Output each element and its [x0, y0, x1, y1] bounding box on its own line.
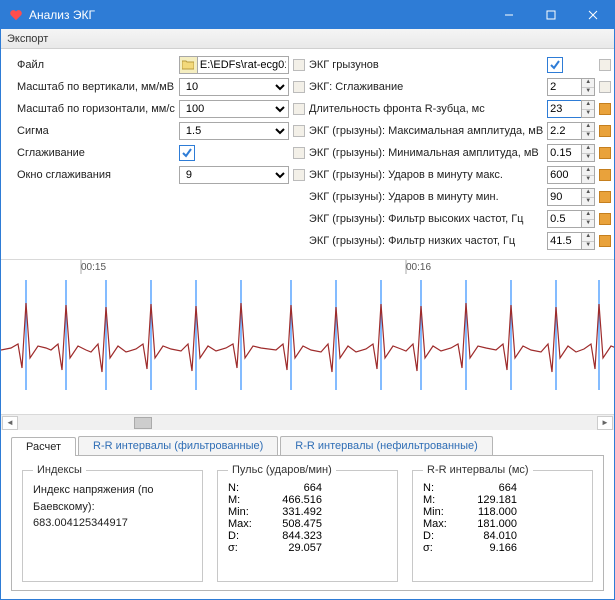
tab-rr-filtered[interactable]: R-R интервалы (фильтрованные): [78, 436, 278, 455]
rodent-checkbox[interactable]: [547, 57, 563, 73]
spinner-buttons[interactable]: ▲▼: [581, 144, 595, 162]
smooth2-label: ЭКГ: Сглаживание: [309, 81, 547, 93]
rr-title: R-R интервалы (мс): [423, 464, 533, 476]
bpmmin-input[interactable]: [547, 188, 581, 206]
bpmmax-label: ЭКГ (грызуны): Ударов в минуту макс.: [309, 169, 547, 181]
time-label-2: 00:16: [406, 262, 431, 273]
spinner-buttons[interactable]: ▲▼: [581, 166, 595, 184]
folder-icon[interactable]: [179, 56, 197, 74]
prop-marker[interactable]: [599, 169, 611, 181]
rodent-label: ЭКГ грызунов: [309, 59, 547, 71]
minimize-button[interactable]: [488, 1, 530, 29]
property-panel: Файл Масштаб по вертикали, мм/мВ 10 Масш…: [1, 49, 614, 259]
index-label: Индекс напряжения (по Баевскому):: [33, 482, 192, 515]
prop-marker[interactable]: [293, 169, 305, 181]
prop-marker[interactable]: [599, 81, 611, 93]
tab-rr-unfiltered[interactable]: R-R интервалы (нефильтрованные): [280, 436, 492, 455]
pulse-title: Пульс (ударов/мин): [228, 464, 336, 476]
prop-marker[interactable]: [293, 59, 305, 71]
ecg-trace: [1, 260, 614, 395]
index-title: Индексы: [33, 464, 86, 476]
lp-input[interactable]: [547, 232, 581, 250]
prop-marker[interactable]: [599, 235, 611, 247]
tab-bar: Расчет R-R интервалы (фильтрованные) R-R…: [1, 430, 614, 455]
window-select[interactable]: 9: [179, 166, 289, 184]
maxamp-label: ЭКГ (грызуны): Максимальная амплитуда, м…: [309, 125, 547, 137]
prop-marker[interactable]: [599, 191, 611, 203]
tab-content: Индексы Индекс напряжения (по Баевскому)…: [11, 455, 604, 591]
prop-marker[interactable]: [293, 147, 305, 159]
titlebar: Анализ ЭКГ: [1, 1, 614, 29]
index-value: 683.004125344917: [33, 515, 192, 532]
tab-calc[interactable]: Расчет: [11, 437, 76, 456]
horizontal-scrollbar[interactable]: ◄ ►: [1, 414, 614, 430]
window-label: Окно сглаживания: [17, 169, 179, 181]
ecg-chart[interactable]: 00:15 00:16: [1, 259, 614, 414]
prop-marker[interactable]: [599, 103, 611, 115]
file-input[interactable]: [197, 56, 289, 74]
window-title: Анализ ЭКГ: [29, 8, 488, 22]
vscale-label: Масштаб по вертикали, мм/мВ: [17, 81, 179, 93]
spinner-buttons[interactable]: ▲▼: [581, 232, 595, 250]
spinner-buttons[interactable]: ▲▼: [581, 188, 595, 206]
spinner-buttons[interactable]: ▲▼: [581, 78, 595, 96]
app-window: Анализ ЭКГ Экспорт Файл Масштаб по верти…: [0, 0, 615, 600]
bpmmin-label: ЭКГ (грызуны): Ударов в минуту мин.: [309, 191, 547, 203]
prop-marker[interactable]: [599, 147, 611, 159]
sigma-label: Сигма: [17, 125, 179, 137]
minamp-label: ЭКГ (грызуны): Минимальная амплитуда, мВ: [309, 147, 547, 159]
left-column: Файл Масштаб по вертикали, мм/мВ 10 Масш…: [17, 55, 305, 253]
prop-marker[interactable]: [293, 81, 305, 93]
prop-marker[interactable]: [599, 125, 611, 137]
rr-panel: R-R интервалы (мс) N:664 М:129.181 Min:1…: [412, 464, 593, 582]
menubar: Экспорт: [1, 29, 614, 49]
lp-label: ЭКГ (грызуны): Фильтр низких частот, Гц: [309, 235, 547, 247]
right-column: ЭКГ грызунов ЭКГ: Сглаживание ▲▼ Длитель…: [309, 55, 611, 253]
prop-marker[interactable]: [599, 59, 611, 71]
hscale-label: Масштаб по горизонтали, мм/с: [17, 103, 179, 115]
vscale-select[interactable]: 10: [179, 78, 289, 96]
rfront-input[interactable]: [547, 100, 581, 118]
smooth2-input[interactable]: [547, 78, 581, 96]
maximize-button[interactable]: [530, 1, 572, 29]
spinner-buttons[interactable]: ▲▼: [581, 210, 595, 228]
bpmmax-input[interactable]: [547, 166, 581, 184]
hp-input[interactable]: [547, 210, 581, 228]
time-label-1: 00:15: [81, 262, 106, 273]
scroll-thumb[interactable]: [134, 417, 152, 429]
rfront-label: Длительность фронта R-зубца, мс: [309, 103, 547, 115]
spinner-buttons[interactable]: ▲▼: [581, 100, 595, 118]
prop-marker[interactable]: [293, 125, 305, 137]
close-button[interactable]: [572, 1, 614, 29]
maxamp-input[interactable]: [547, 122, 581, 140]
scroll-track[interactable]: [19, 416, 596, 430]
index-panel: Индексы Индекс напряжения (по Баевскому)…: [22, 464, 203, 582]
file-label: Файл: [17, 59, 179, 71]
hscale-select[interactable]: 100: [179, 100, 289, 118]
prop-marker[interactable]: [293, 103, 305, 115]
scroll-right-button[interactable]: ►: [597, 416, 613, 430]
minamp-input[interactable]: [547, 144, 581, 162]
hp-label: ЭКГ (грызуны): Фильтр высоких частот, Гц: [309, 213, 547, 225]
app-icon: [9, 8, 23, 22]
scroll-left-button[interactable]: ◄: [2, 416, 18, 430]
menu-export[interactable]: Экспорт: [7, 33, 48, 45]
sigma-select[interactable]: 1.5: [179, 122, 289, 140]
smooth-label: Сглаживание: [17, 147, 179, 159]
pulse-panel: Пульс (ударов/мин) N:664 М:466.516 Min:3…: [217, 464, 398, 582]
smooth-checkbox[interactable]: [179, 145, 195, 161]
prop-marker[interactable]: [599, 213, 611, 225]
spinner-buttons[interactable]: ▲▼: [581, 122, 595, 140]
